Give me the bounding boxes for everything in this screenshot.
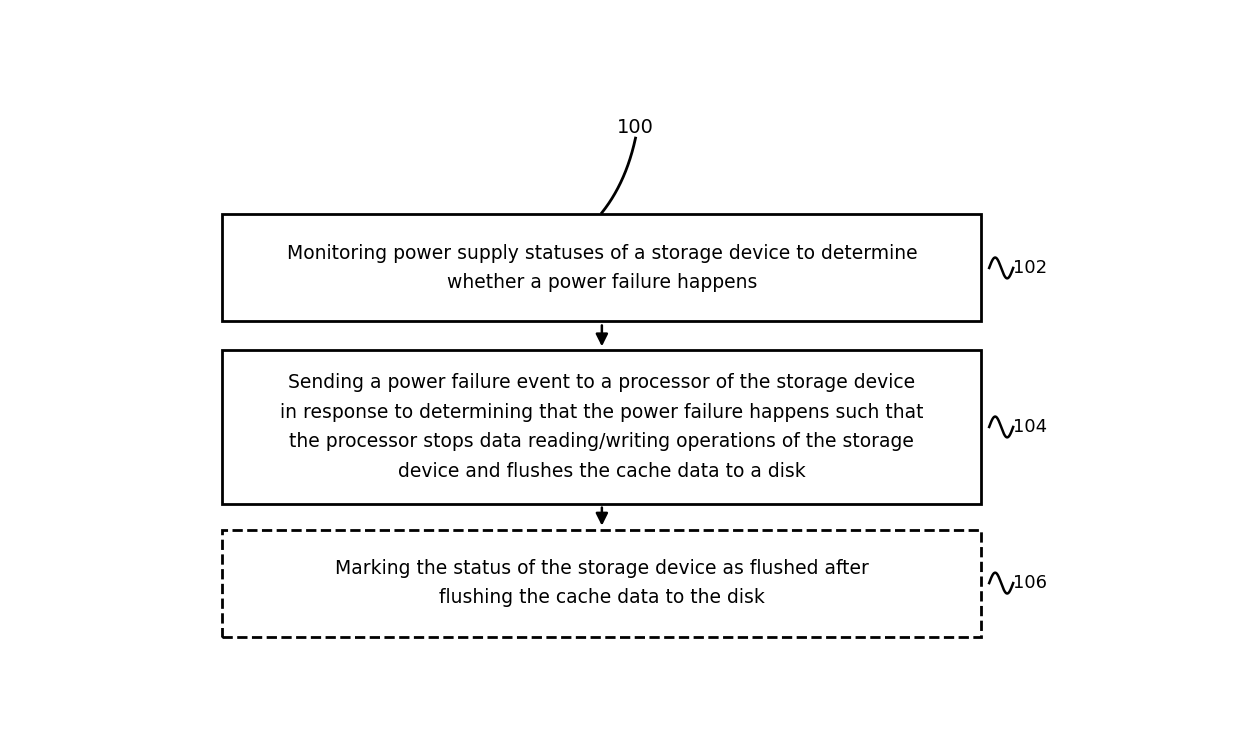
FancyBboxPatch shape [222,215,982,321]
Text: 100: 100 [618,118,653,137]
Text: 106: 106 [1013,574,1048,592]
Text: 104: 104 [1013,418,1048,436]
Text: Marking the status of the storage device as flushed after
flushing the cache dat: Marking the status of the storage device… [335,559,869,608]
Text: Sending a power failure event to a processor of the storage device
in response t: Sending a power failure event to a proce… [280,373,924,481]
Text: 102: 102 [1013,259,1048,277]
FancyBboxPatch shape [222,350,982,504]
Text: Monitoring power supply statuses of a storage device to determine
whether a powe: Monitoring power supply statuses of a st… [286,243,918,292]
FancyBboxPatch shape [222,529,982,637]
